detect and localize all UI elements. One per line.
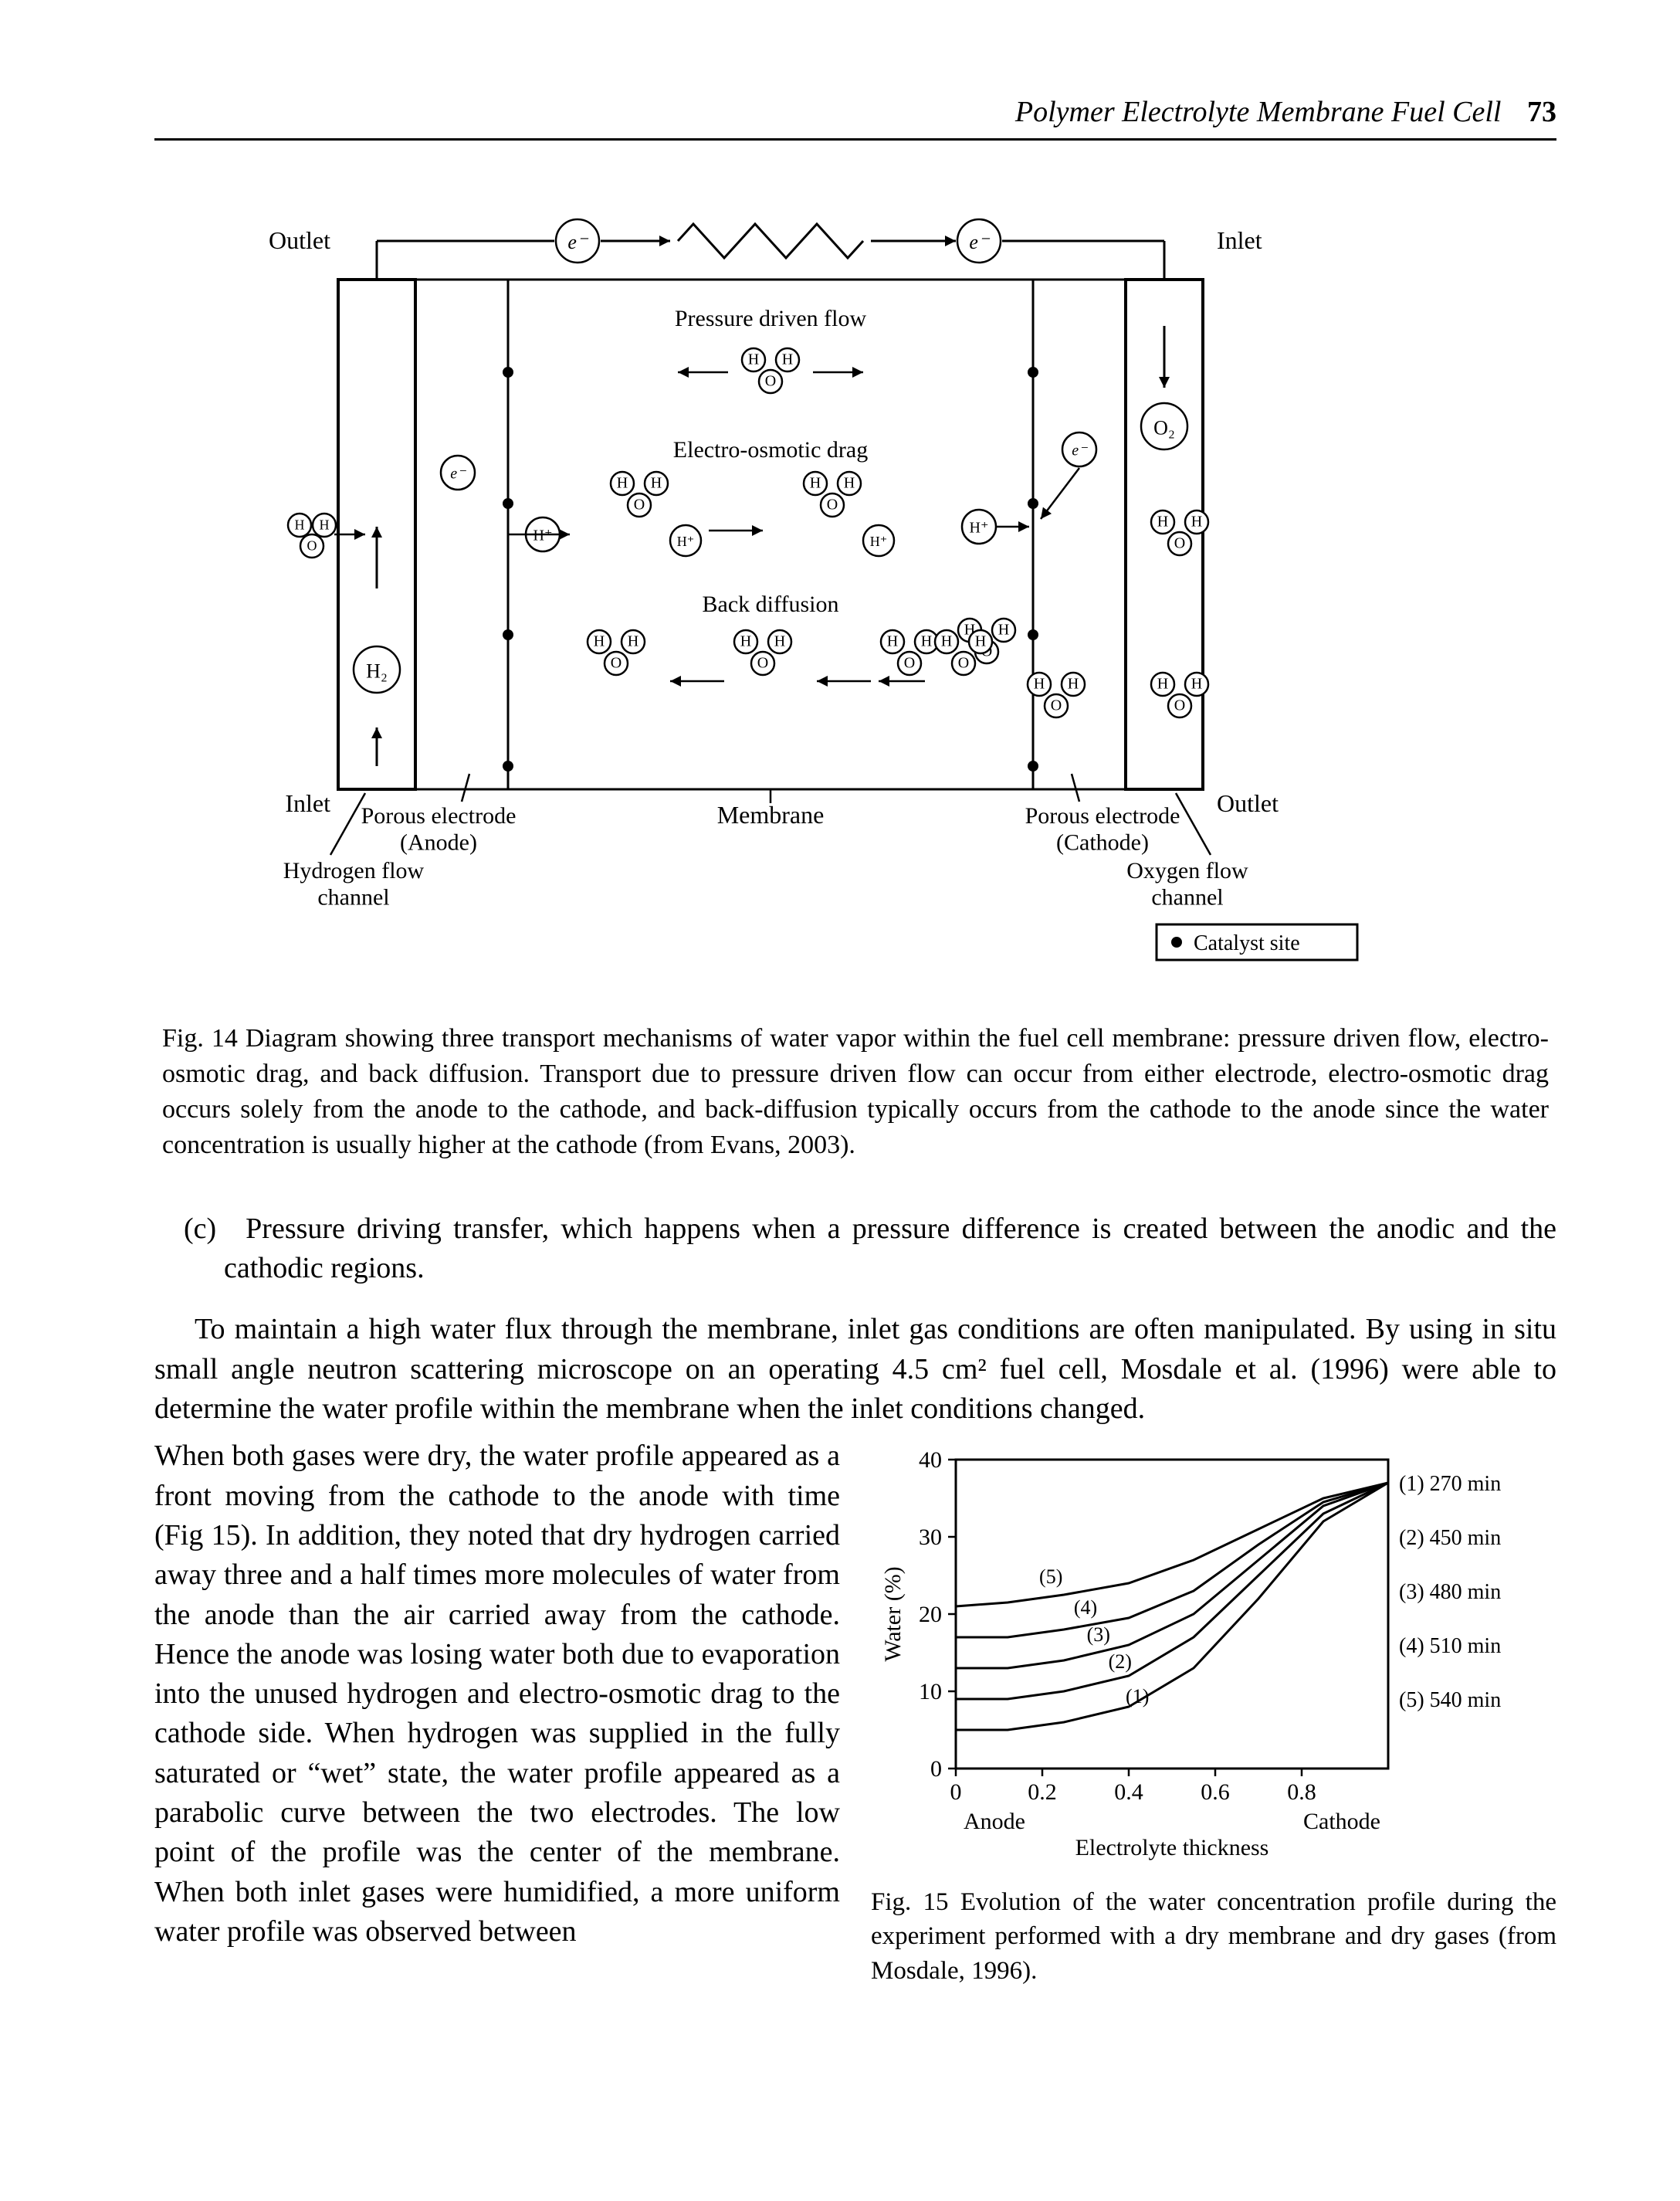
svg-text:Catalyst site: Catalyst site <box>1194 931 1300 955</box>
svg-text:O: O <box>307 538 317 554</box>
svg-text:O: O <box>757 655 768 672</box>
svg-text:H⁺: H⁺ <box>677 534 695 549</box>
svg-text:Electro-osmotic drag: Electro-osmotic drag <box>673 437 868 463</box>
svg-text:e⁻: e⁻ <box>450 466 466 483</box>
svg-text:H: H <box>320 517 330 533</box>
svg-text:H: H <box>810 475 821 492</box>
svg-text:(5): (5) <box>1039 1565 1062 1588</box>
svg-text:H: H <box>1034 676 1045 693</box>
svg-text:H: H <box>651 475 662 492</box>
svg-text:H: H <box>617 475 628 492</box>
svg-text:H: H <box>295 517 305 533</box>
svg-text:H⁺: H⁺ <box>870 534 888 549</box>
svg-text:Inlet: Inlet <box>1217 226 1262 254</box>
svg-text:H: H <box>998 622 1009 639</box>
svg-text:0: 0 <box>950 1779 962 1805</box>
svg-text:Anode: Anode <box>964 1809 1025 1834</box>
svg-text:H: H <box>740 633 751 650</box>
svg-text:Back diffusion: Back diffusion <box>703 592 839 617</box>
svg-text:(1): (1) <box>1126 1685 1149 1708</box>
svg-text:Electrolyte thickness: Electrolyte thickness <box>1075 1835 1269 1860</box>
svg-text:30: 30 <box>919 1524 942 1550</box>
svg-text:Outlet: Outlet <box>269 226 330 254</box>
svg-text:O: O <box>958 655 969 672</box>
svg-text:(4) 510 min: (4) 510 min <box>1399 1634 1501 1658</box>
svg-text:10: 10 <box>919 1679 942 1704</box>
svg-text:Inlet: Inlet <box>285 790 330 818</box>
figure-14: e⁻e⁻OutletInletInletOutletH₂O₂e⁻H⁺HHOe⁻H… <box>154 179 1556 1163</box>
column-right: 0 10 20 30 40 0 0.2 0.4 0.6 0.8 Water (%) Anode Cath… <box>871 1436 1556 1988</box>
svg-text:(2) 450 min: (2) 450 min <box>1399 1526 1501 1550</box>
svg-text:H: H <box>975 633 986 650</box>
svg-text:O: O <box>611 655 622 672</box>
svg-text:O: O <box>827 497 838 514</box>
svg-text:H: H <box>1068 676 1079 693</box>
svg-text:H: H <box>774 633 785 650</box>
svg-text:0: 0 <box>930 1756 942 1782</box>
svg-text:H: H <box>887 633 898 650</box>
svg-text:H: H <box>941 633 952 650</box>
svg-text:(1) 270 min: (1) 270 min <box>1399 1472 1501 1496</box>
svg-text:H: H <box>921 633 932 650</box>
svg-text:O: O <box>904 655 915 672</box>
svg-text:20: 20 <box>919 1602 942 1627</box>
svg-text:H: H <box>1157 514 1168 531</box>
svg-text:0.8: 0.8 <box>1287 1779 1316 1805</box>
svg-text:H⁺: H⁺ <box>970 520 989 537</box>
svg-text:Outlet: Outlet <box>1217 790 1279 818</box>
svg-text:H₂: H₂ <box>366 660 388 683</box>
svg-text:O: O <box>1174 697 1185 714</box>
svg-text:O: O <box>634 497 645 514</box>
svg-text:H: H <box>594 633 605 650</box>
svg-text:H: H <box>1157 676 1168 693</box>
paragraph-2: When both gases were dry, the water prof… <box>154 1436 840 1952</box>
svg-text:H: H <box>844 475 855 492</box>
list-item-c: (c) Pressure driving transfer, which hap… <box>224 1209 1556 1289</box>
svg-text:e⁻: e⁻ <box>567 231 589 253</box>
column-left: When both gases were dry, the water prof… <box>154 1436 840 1959</box>
svg-text:Porous electrode(Anode): Porous electrode(Anode) <box>361 803 517 856</box>
svg-text:Cathode: Cathode <box>1303 1809 1380 1834</box>
svg-text:H: H <box>782 351 793 368</box>
figure-14-svg: e⁻e⁻OutletInletInletOutletH₂O₂e⁻H⁺HHOe⁻H… <box>222 179 1489 998</box>
svg-text:0.2: 0.2 <box>1028 1779 1057 1805</box>
paragraph-1: To maintain a high water flux through th… <box>154 1310 1556 1429</box>
svg-text:0.6: 0.6 <box>1201 1779 1230 1805</box>
svg-text:e⁻: e⁻ <box>1072 443 1088 460</box>
svg-text:Oxygen flowchannel: Oxygen flowchannel <box>1126 858 1248 911</box>
svg-text:e⁻: e⁻ <box>969 231 991 253</box>
svg-text:(3) 480 min: (3) 480 min <box>1399 1580 1501 1604</box>
svg-text:O: O <box>765 373 776 390</box>
two-column-region: When both gases were dry, the water prof… <box>154 1436 1556 1988</box>
svg-text:40: 40 <box>919 1447 942 1473</box>
svg-text:Membrane: Membrane <box>717 801 825 829</box>
svg-text:Hydrogen flowchannel: Hydrogen flowchannel <box>283 858 425 911</box>
svg-text:(3): (3) <box>1087 1623 1110 1646</box>
figure-14-caption: Fig. 14 Diagram showing three transport … <box>162 1021 1549 1163</box>
svg-text:H: H <box>1191 676 1202 693</box>
svg-text:H: H <box>748 351 759 368</box>
svg-text:Water (%): Water (%) <box>880 1567 906 1662</box>
header-title: Polymer Electrolyte Membrane Fuel Cell <box>1015 96 1502 128</box>
svg-text:H: H <box>1191 514 1202 531</box>
svg-text:O₂: O₂ <box>1153 417 1175 439</box>
running-header: Polymer Electrolyte Membrane Fuel Cell 7… <box>154 93 1556 141</box>
svg-text:(4): (4) <box>1074 1596 1097 1619</box>
svg-text:Pressure driven flow: Pressure driven flow <box>675 306 867 331</box>
figure-15-caption: Fig. 15 Evolution of the water concentra… <box>871 1885 1556 1989</box>
svg-text:O: O <box>1051 697 1062 714</box>
svg-text:(5) 540 min: (5) 540 min <box>1399 1688 1501 1712</box>
figure-15-svg: 0 10 20 30 40 0 0.2 0.4 0.6 0.8 Water (%) Anode Cath… <box>871 1436 1535 1869</box>
page-number: 73 <box>1527 96 1556 128</box>
svg-text:Porous electrode(Cathode): Porous electrode(Cathode) <box>1025 803 1180 856</box>
svg-text:O: O <box>1174 535 1185 552</box>
svg-text:0.4: 0.4 <box>1114 1779 1143 1805</box>
svg-text:H⁺: H⁺ <box>533 527 553 544</box>
svg-text:H: H <box>628 633 638 650</box>
svg-text:(2): (2) <box>1109 1650 1132 1673</box>
